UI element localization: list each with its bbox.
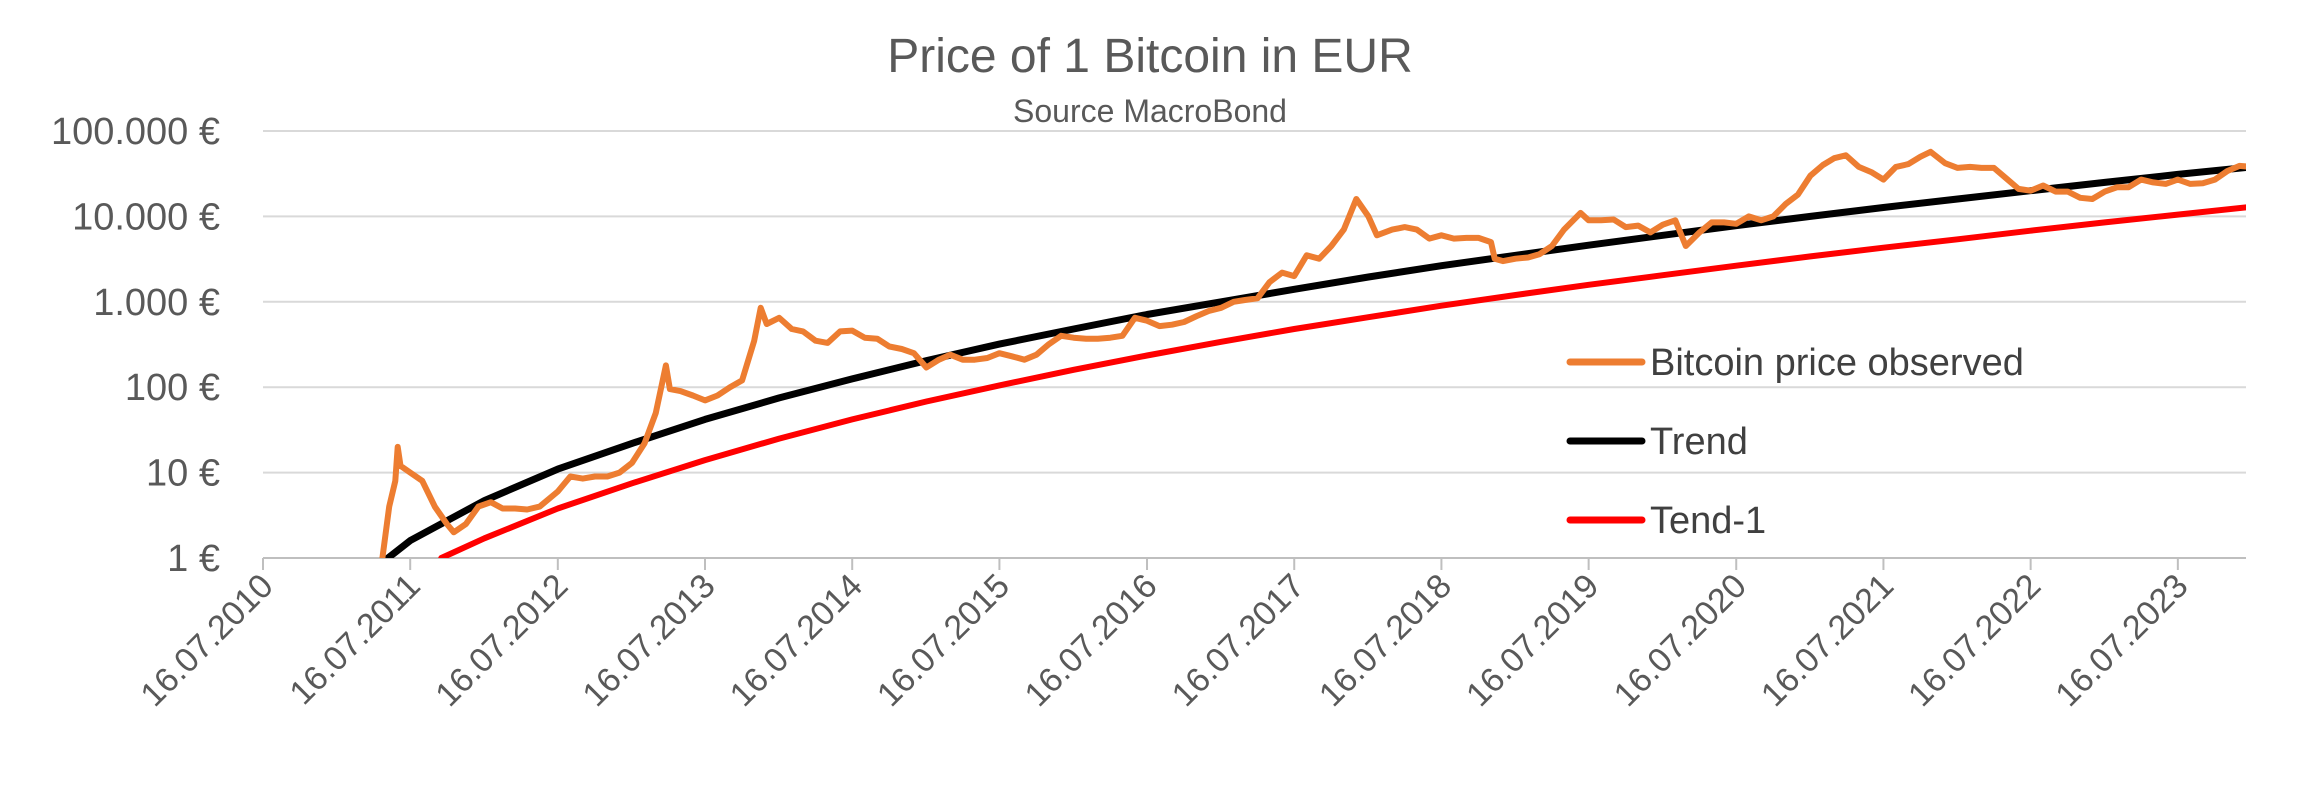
x-tick-label: 16.07.2014 bbox=[723, 567, 870, 714]
chart-subtitle: Source MacroBond bbox=[1013, 93, 1287, 129]
legend: Bitcoin price observed Trend Tend-1 bbox=[1566, 342, 2024, 542]
legend-label: Trend bbox=[1650, 421, 1748, 463]
x-tick-label: 16.07.2015 bbox=[870, 567, 1017, 714]
x-tick-label: 16.07.2023 bbox=[2048, 567, 2195, 714]
legend-label: Tend-1 bbox=[1650, 500, 1766, 542]
x-tick-label: 16.07.2016 bbox=[1017, 567, 1164, 714]
x-tick-label: 16.07.2013 bbox=[575, 567, 722, 714]
y-tick-label: 100 € bbox=[125, 367, 220, 409]
series-line-observed bbox=[379, 148, 2246, 558]
legend-label: Bitcoin price observed bbox=[1650, 342, 2024, 384]
series-layer bbox=[379, 148, 2246, 558]
x-tick-label: 16.07.2018 bbox=[1312, 567, 1459, 714]
y-tick-label: 10 € bbox=[146, 453, 220, 495]
x-tick-label: 16.07.2022 bbox=[1901, 567, 2048, 714]
y-tick-label: 1.000 € bbox=[93, 282, 220, 324]
y-tick-label: 100.000 € bbox=[51, 111, 220, 153]
series-line-trend-minus-1 bbox=[438, 204, 2246, 558]
series-line-trend bbox=[384, 163, 2246, 558]
y-tick-label: 10.000 € bbox=[72, 196, 220, 238]
x-tick-label: 16.07.2020 bbox=[1607, 567, 1754, 714]
x-tick-label: 16.07.2010 bbox=[133, 567, 280, 714]
x-tick-label: 16.07.2012 bbox=[428, 567, 575, 714]
x-tick-label: 16.07.2011 bbox=[282, 567, 427, 712]
x-tick-label: 16.07.2017 bbox=[1165, 567, 1312, 714]
chart-title: Price of 1 Bitcoin in EUR bbox=[887, 30, 1413, 83]
x-tick-label: 16.07.2019 bbox=[1459, 567, 1606, 714]
grid-layer bbox=[263, 130, 2246, 474]
y-tick-label: 1 € bbox=[167, 538, 220, 580]
x-tick-label: 16.07.2021 bbox=[1754, 567, 1901, 714]
